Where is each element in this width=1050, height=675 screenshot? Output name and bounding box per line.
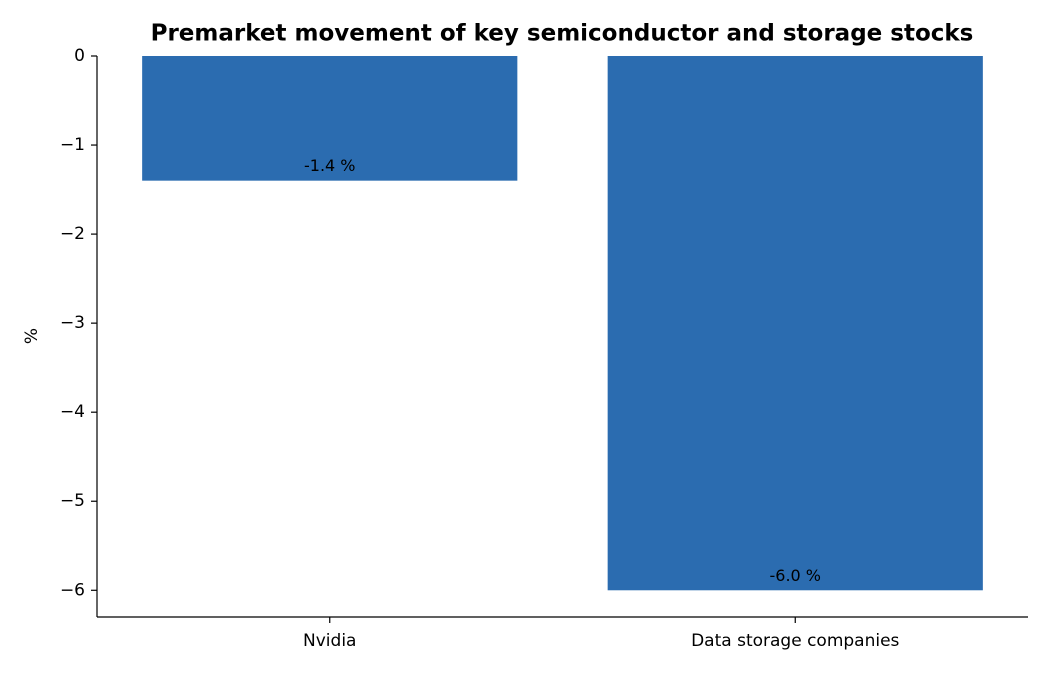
y-tick-label: −3	[60, 313, 85, 333]
bar	[142, 56, 518, 181]
y-tick-label: −1	[60, 135, 85, 155]
y-tick-label: −2	[60, 224, 85, 244]
value-label: -6.0 %	[769, 566, 821, 585]
y-tick-label: −5	[60, 491, 85, 511]
chart-title: Premarket movement of key semiconductor …	[151, 21, 974, 47]
x-tick-label: Nvidia	[303, 631, 356, 651]
y-tick-label: −4	[60, 402, 85, 422]
value-label: -1.4 %	[304, 156, 356, 175]
y-tick-label: −6	[60, 580, 85, 600]
y-axis-label: %	[22, 328, 42, 344]
y-tick-label: 0	[74, 46, 85, 66]
bar	[607, 56, 983, 591]
x-tick-label: Data storage companies	[691, 631, 899, 651]
